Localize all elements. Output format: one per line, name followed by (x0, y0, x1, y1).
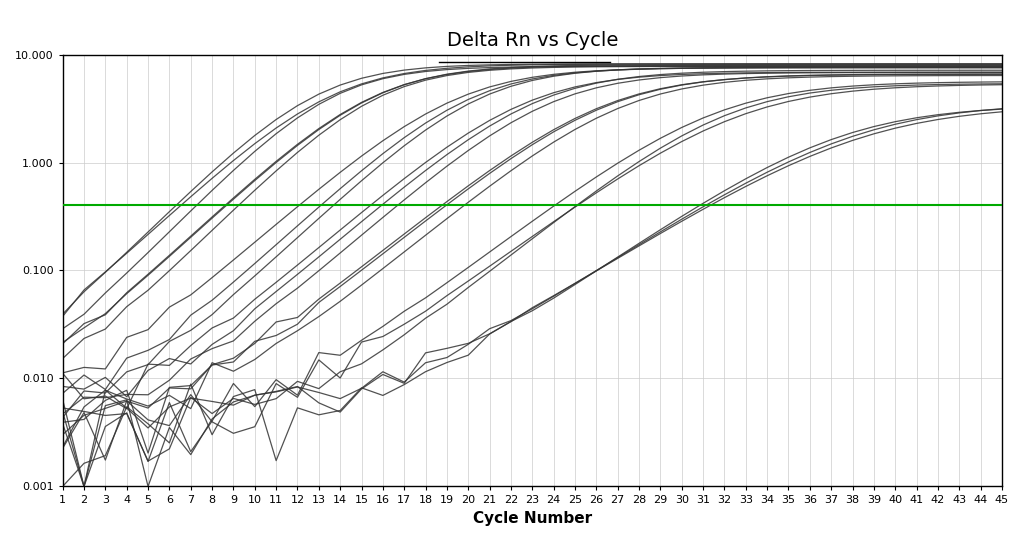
X-axis label: Cycle Number: Cycle Number (473, 511, 592, 526)
Title: Delta Rn vs Cycle: Delta Rn vs Cycle (446, 31, 617, 50)
